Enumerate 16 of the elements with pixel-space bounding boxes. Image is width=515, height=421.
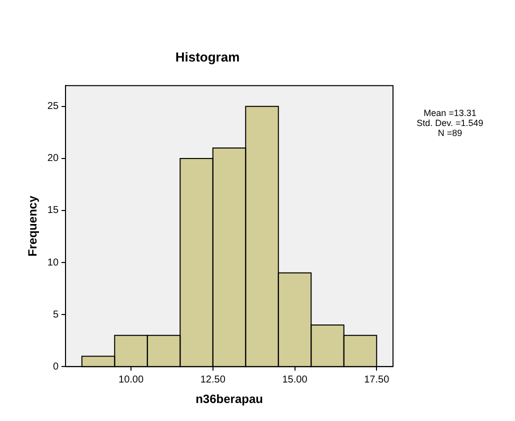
y-tick-label: 25 [47,101,59,112]
x-tick-label: 15.00 [282,374,308,386]
y-tick-label: 10 [47,257,59,268]
y-axis-title: Frequency [26,195,40,256]
y-tick-label: 15 [47,205,59,216]
x-axis-title: n36berapau [196,392,263,406]
y-tick-label: 20 [47,153,59,164]
text: Mean =13.31 [422,108,478,118]
y-tick-label: 0 [52,361,59,372]
text: N =89 [436,128,464,138]
x-tick-label: 10.00 [118,374,144,386]
x-tick-label: 17.50 [364,374,390,386]
x-tick-label: 12.50 [200,374,226,386]
text: Std. Dev. =1.549 [416,118,484,128]
y-tick-label: 5 [52,309,59,320]
chart-title: Histogram [175,49,240,64]
